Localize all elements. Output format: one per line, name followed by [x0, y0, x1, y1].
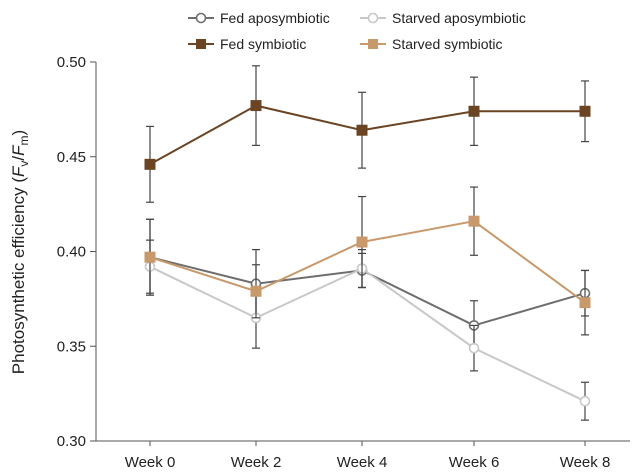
- legend-label: Starved aposymbiotic: [392, 10, 526, 26]
- legend-label: Starved symbiotic: [392, 36, 502, 52]
- data-point: [356, 236, 368, 248]
- data-point: [144, 158, 156, 170]
- y-tick-label: 0.30: [57, 433, 86, 450]
- legend-item-fed-symbiotic: Fed symbiotic: [188, 36, 306, 52]
- x-tick-label: Week 4: [337, 454, 388, 471]
- data-point: [468, 105, 480, 117]
- x-tick-label: Week 0: [125, 454, 176, 471]
- y-axis-title-v-main: F: [9, 165, 28, 177]
- y-tick-label: 0.50: [57, 54, 86, 71]
- legend-label: Fed symbiotic: [220, 36, 306, 52]
- x-axis: Week 0 Week 2 Week 4 Week 6 Week 8: [96, 440, 630, 471]
- y-axis-title-sep: /: [9, 156, 28, 161]
- y-axis-title-prefix: Photosynthetic efficiency (: [9, 177, 28, 375]
- y-axis-title-m-sub: m: [17, 135, 31, 145]
- y-axis: 0.30 0.35 0.40 0.45 0.50: [57, 54, 97, 450]
- series-fed-symbiotic: [144, 65, 591, 203]
- data-point: [144, 251, 156, 263]
- legend-marker: [368, 39, 378, 49]
- series-starved-aposymbiotic: [144, 239, 591, 421]
- data-point: [579, 395, 591, 407]
- y-axis-title-m-main: F: [9, 144, 28, 156]
- data-point: [250, 285, 262, 297]
- legend-label: Fed aposymbiotic: [220, 10, 330, 26]
- y-tick-label: 0.40: [57, 244, 86, 261]
- x-tick-label: Week 2: [231, 454, 282, 471]
- data-point: [579, 105, 591, 117]
- data-point: [356, 124, 368, 136]
- y-axis-title-text: Photosynthetic efficiency (Fv/Fm): [9, 130, 31, 374]
- data-point: [250, 100, 262, 112]
- legend-marker: [196, 39, 206, 49]
- x-tick-label: Week 8: [560, 454, 611, 471]
- y-axis-title-v-sub: v: [17, 161, 31, 167]
- legend-item-fed-aposymbiotic: Fed aposymbiotic: [188, 10, 330, 26]
- series-line: [149, 256, 586, 327]
- legend-marker: [195, 12, 207, 24]
- y-axis-title: Photosynthetic efficiency (Fv/Fm): [9, 130, 31, 374]
- legend-item-starved-aposymbiotic: Starved aposymbiotic: [360, 10, 526, 26]
- x-tick-label: Week 6: [449, 454, 500, 471]
- y-axis-title-suffix: ): [9, 130, 28, 136]
- data-point: [579, 297, 591, 309]
- plot-area: [144, 65, 591, 421]
- y-tick-label: 0.45: [57, 149, 86, 166]
- y-tick-label: 0.35: [57, 338, 86, 355]
- series-starved-symbiotic: [144, 186, 591, 336]
- data-point: [468, 342, 480, 354]
- series-line: [149, 220, 586, 304]
- legend: Fed aposymbiotic Starved aposymbiotic Fed …: [188, 10, 526, 52]
- legend-marker: [367, 12, 379, 24]
- data-point: [468, 215, 480, 227]
- series-line: [149, 265, 586, 403]
- legend-item-starved-symbiotic: Starved symbiotic: [360, 36, 502, 52]
